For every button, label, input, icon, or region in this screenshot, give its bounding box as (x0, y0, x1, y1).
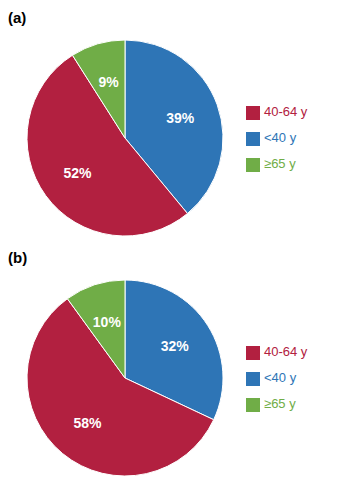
html-text:<40 y: <40 y (264, 130, 297, 145)
svg-text:10%: 10% (93, 314, 122, 330)
html-text:(a): (a) (8, 9, 27, 26)
html-text:40-64 y: 40-64 y (264, 104, 308, 119)
html-text:<40 y: <40 y (264, 370, 297, 385)
html-text:≥65 y: ≥65 y (264, 156, 296, 171)
html-text:≥65 y: ≥65 y (264, 396, 296, 411)
svg-text:58%: 58% (74, 415, 103, 431)
html-text:(b): (b) (8, 249, 28, 266)
svg-text:9%: 9% (98, 74, 119, 90)
svg-text:52%: 52% (63, 165, 92, 181)
html-text:40-64 y: 40-64 y (264, 344, 308, 359)
svg-text:32%: 32% (161, 338, 190, 354)
svg-text:39%: 39% (166, 110, 195, 126)
